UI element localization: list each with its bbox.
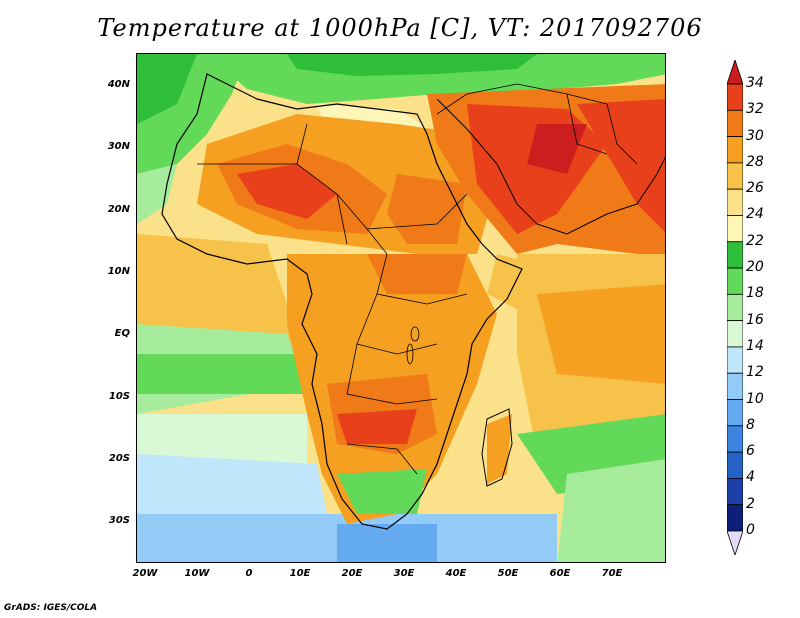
colorbar-label: 32 [746,101,764,118]
colorbar-label: 2 [746,495,755,512]
map-title: Temperature at 1000hPa [C], VT: 20170927… [97,14,703,42]
colorbar-box [727,451,743,479]
colorbar-label: 0 [746,522,755,538]
lat-label-40n: 40N [107,79,130,90]
lon-label-50e: 50E [497,568,519,579]
lon-label-40e: 40E [445,568,467,579]
colorbar-box [727,162,743,190]
colorbar-box [727,188,743,216]
lon-label-60e: 60E [549,568,571,579]
lon-label-20e: 20E [341,568,363,579]
colorbar-box [727,320,743,348]
colorbar-box [727,425,743,453]
colorbar-label: 20 [746,259,764,276]
lon-label-20w: 20W [132,568,158,579]
colorbar-label: 4 [746,469,755,486]
lon-label-10e: 10E [289,568,311,579]
lat-label-30s: 30S [108,515,130,526]
lon-label-0: 0 [245,568,253,579]
temperature-map [136,53,666,563]
colorbar-label: 6 [746,443,755,460]
colorbar-box [727,215,743,243]
colorbar-label: 14 [746,337,764,354]
colorbar-label: 26 [746,180,764,197]
colorbar-label: 24 [746,206,764,223]
colorbar-box [727,241,743,269]
lon-label-10w: 10W [184,568,210,579]
colorbar-box [727,504,743,532]
lon-label-70e: 70E [601,568,623,579]
colorbar-box [727,293,743,322]
colorbar-box [727,267,743,295]
lat-label-20s: 20S [108,453,130,464]
colorbar-label: 34 [746,75,764,91]
colorbar-label: 8 [746,416,755,433]
colorbar-box [727,109,743,137]
colorbar-label: 30 [746,127,764,144]
colorbar-box [727,478,743,506]
colorbar-label: 28 [746,153,764,170]
colorbar-label: 16 [746,311,764,328]
lat-label-10s: 10S [108,391,130,402]
colorbar-label: 18 [746,285,764,302]
lat-label-10n: 10N [107,266,130,277]
colorbar-box [727,136,743,164]
colorbar-box [727,346,743,374]
grads-credit: GrADS: IGES/COLA [4,603,98,613]
colorbar [727,60,743,555]
colorbar-box [727,399,743,427]
colorbar-max-triangle [727,60,743,85]
lon-label-30e: 30E [393,568,415,579]
lat-label-30n: 30N [107,141,130,152]
lat-label-eq: EQ [114,328,130,339]
colorbar-label: 12 [746,364,764,381]
colorbar-box [727,83,743,111]
lat-label-20n: 20N [107,204,130,215]
colorbar-label: 22 [746,232,764,249]
colorbar-min-triangle [727,530,743,555]
colorbar-box [727,372,743,400]
colorbar-label: 10 [746,390,764,407]
